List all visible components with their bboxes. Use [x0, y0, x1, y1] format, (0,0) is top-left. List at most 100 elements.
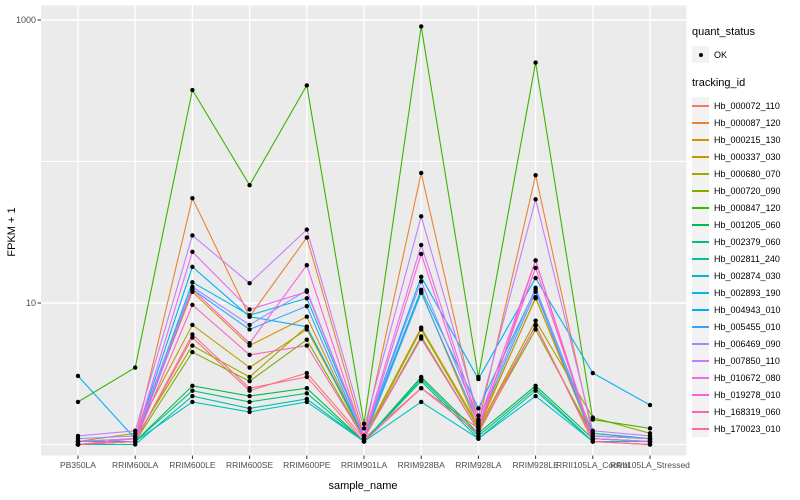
data-point	[247, 281, 252, 286]
data-point	[647, 402, 653, 408]
series-color-line-icon	[692, 121, 709, 124]
data-point	[304, 343, 309, 348]
data-point	[647, 426, 653, 431]
data-point	[190, 332, 195, 337]
legend-entry: Hb_019278_010	[692, 386, 798, 403]
data-point	[590, 417, 595, 422]
legend-entry: Hb_000087_120	[692, 114, 798, 131]
data-point	[133, 439, 138, 444]
data-point	[190, 302, 195, 308]
point-key-icon	[692, 46, 709, 63]
color-key-icon	[692, 233, 709, 250]
data-point	[247, 182, 252, 188]
data-point	[247, 352, 252, 358]
data-point	[304, 314, 309, 319]
legend-entry: Hb_000072_110	[692, 97, 798, 114]
data-point	[419, 327, 424, 332]
color-key-icon	[692, 182, 709, 199]
data-point	[190, 280, 195, 285]
series-color-line-icon	[692, 189, 709, 192]
data-point	[304, 399, 309, 405]
axes-layer: PB350LA RRIM600LA RRIM600LE RRIM600SE RRIM60…	[16, 15, 690, 470]
data-point	[190, 399, 195, 405]
data-point	[419, 287, 424, 292]
legend-entry-label: Hb_019278_010	[714, 389, 781, 400]
data-point	[247, 340, 252, 346]
data-point	[533, 60, 538, 65]
color-key-icon	[692, 386, 709, 403]
data-point	[590, 370, 595, 376]
x-tick-label: RRIM928LA	[455, 460, 502, 470]
data-point	[361, 421, 367, 427]
data-point	[247, 379, 252, 384]
legend-entry: Hb_000720_090	[692, 182, 798, 199]
color-key-icon	[692, 131, 709, 148]
legend-entry: Hb_168319_060	[692, 403, 798, 420]
data-point	[75, 399, 81, 405]
data-point	[190, 196, 195, 201]
x-tick-label: RRIM928LE	[512, 460, 559, 470]
series-color-line-icon	[692, 291, 709, 294]
color-key-icon	[692, 284, 709, 301]
data-point	[190, 264, 195, 270]
series-color-line-icon	[692, 240, 709, 243]
data-point	[419, 279, 424, 284]
data-point	[419, 336, 424, 341]
legend-entry-label: Hb_005455_010	[714, 321, 781, 332]
data-point	[304, 374, 309, 380]
legend-entry: Hb_002874_030	[692, 267, 798, 284]
legend-tracking-entries: Hb_000072_110 Hb_000087_120 Hb_000215_130 H…	[692, 97, 798, 437]
color-key-icon	[692, 199, 709, 216]
data-point	[647, 433, 653, 439]
data-point	[190, 388, 195, 393]
data-point	[419, 170, 424, 176]
x-tick-label: RRIM600LA	[112, 460, 159, 470]
data-point	[533, 318, 538, 323]
data-point	[190, 349, 195, 355]
color-key-icon	[692, 97, 709, 114]
data-point	[476, 436, 481, 441]
legend-entry-label: Hb_000072_110	[714, 100, 780, 111]
series-color-line-icon	[692, 223, 709, 226]
data-point	[533, 173, 538, 178]
data-point	[647, 442, 653, 447]
x-tick-label: RRII105LA_Control	[556, 460, 630, 470]
data-point	[419, 379, 424, 384]
legend-title-tracking-id: tracking_id	[692, 77, 746, 89]
legend-entry-label: Hb_000680_070	[714, 168, 781, 179]
color-key-icon	[692, 148, 709, 165]
series-color-line-icon	[692, 393, 709, 396]
data-point	[190, 249, 195, 255]
legend-entry-label: Hb_000337_030	[714, 151, 781, 162]
legend-entry-label: Hb_001205_060	[714, 219, 781, 230]
legend-entry: Hb_002893_190	[692, 284, 798, 301]
color-key-icon	[692, 420, 709, 437]
data-point	[419, 274, 424, 280]
data-point	[533, 197, 538, 202]
data-point	[533, 265, 538, 271]
legend-entry-label: Hb_170023_010	[714, 423, 781, 434]
data-point	[247, 393, 252, 399]
color-key-icon	[692, 301, 709, 318]
series-color-line-icon	[692, 359, 709, 362]
data-point	[304, 83, 309, 88]
data-point	[533, 289, 538, 294]
data-point	[419, 24, 424, 29]
color-key-icon	[692, 403, 709, 420]
legend-entry-label: Hb_010672_080	[714, 372, 781, 383]
series-color-line-icon	[692, 257, 709, 260]
data-points-layer	[75, 24, 653, 447]
legend-entry-label: Hb_002379_060	[714, 236, 781, 247]
data-point	[361, 439, 367, 444]
data-point	[533, 285, 538, 291]
data-point	[247, 374, 252, 380]
legend-entry-label: Hb_000720_090	[714, 185, 781, 196]
x-tick-label: RRIM928BA	[398, 460, 446, 470]
data-point	[476, 423, 481, 429]
data-point	[304, 370, 309, 376]
legend-entry-label: OK	[714, 49, 728, 60]
color-key-icon	[692, 165, 709, 182]
x-tick-label: RRIM600PE	[283, 460, 331, 470]
data-point	[304, 324, 309, 329]
